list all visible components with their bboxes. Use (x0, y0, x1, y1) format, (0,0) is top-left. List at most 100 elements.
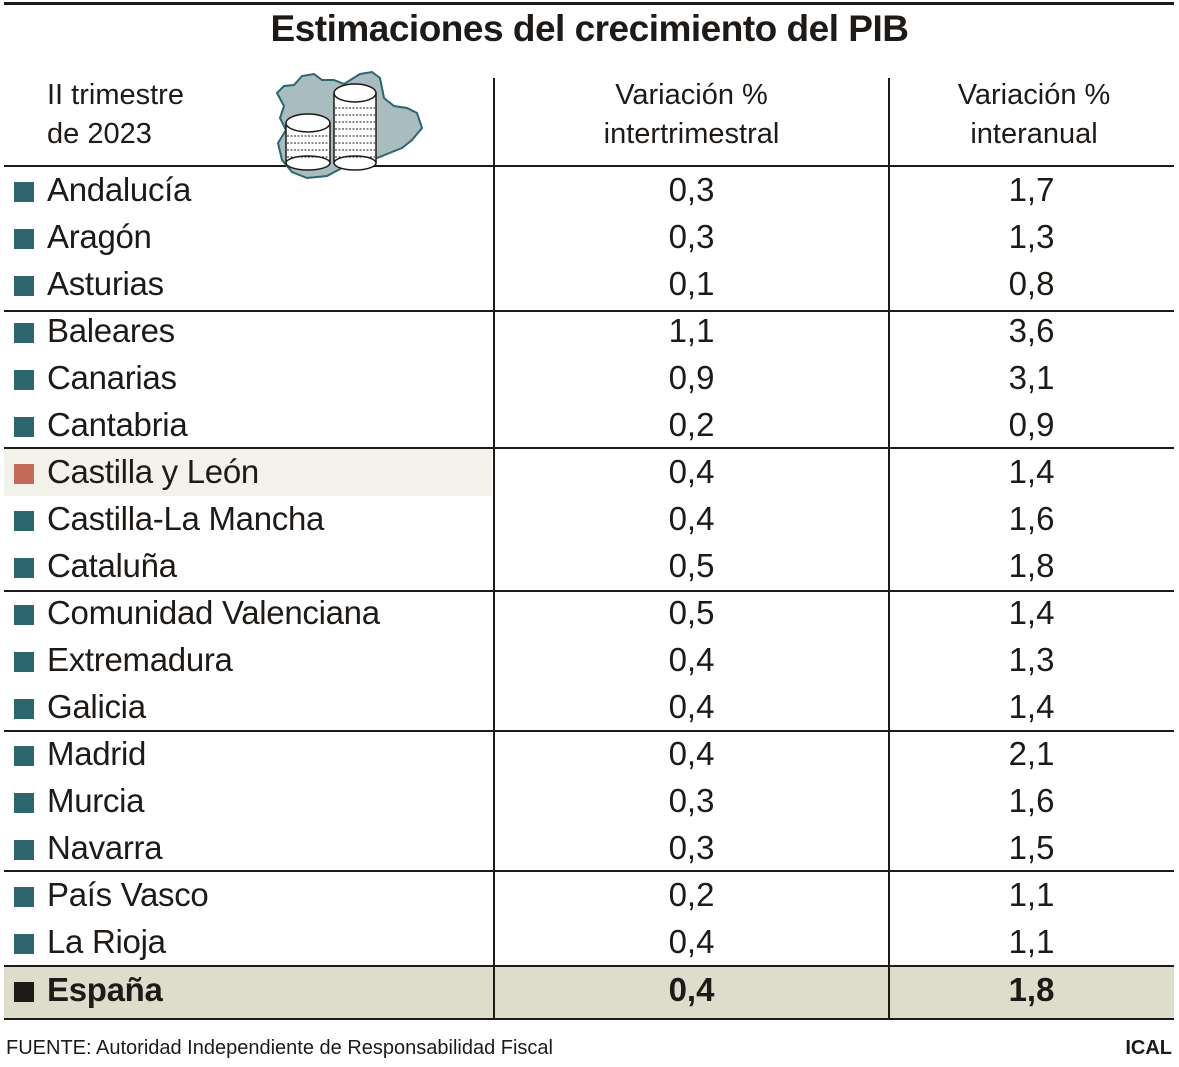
header-period-line1: II trimestre (47, 79, 184, 111)
region-marker (14, 417, 34, 437)
intertrimestral-value: 0,4 (668, 971, 715, 1008)
intertrimestral-value: 0,3 (668, 218, 715, 255)
header-interanual: Variación % interanual (889, 76, 1179, 154)
table-row: País Vasco 0,2 1,1 (4, 872, 1174, 919)
intertrimestral-value: 0,4 (668, 923, 715, 960)
row-divider (4, 165, 1174, 167)
row-divider (4, 310, 1174, 312)
interanual-value: 1,4 (1008, 594, 1055, 631)
row-divider (4, 1018, 1174, 1020)
region-name: La Rioja (47, 923, 166, 960)
region-name: Aragón (47, 218, 152, 255)
region-name: España (47, 971, 163, 1008)
header-col2-line1: Variación % (957, 79, 1111, 111)
region-marker (14, 652, 34, 672)
region-name: Galicia (47, 688, 146, 725)
intertrimestral-value: 0,4 (668, 735, 715, 772)
region-name: Cataluña (47, 547, 177, 584)
interanual-value: 1,4 (1008, 688, 1055, 725)
interanual-value: 1,1 (1008, 876, 1055, 913)
region-name: Baleares (47, 312, 175, 349)
interanual-value: 0,8 (1008, 265, 1055, 302)
table-row: Asturias 0,1 0,8 (4, 261, 1174, 308)
table-row: Navarra 0,3 1,5 (4, 825, 1174, 872)
interanual-value: 1,8 (1008, 547, 1055, 584)
region-marker (14, 276, 34, 296)
table-row: Andalucía 0,3 1,7 (4, 167, 1174, 214)
intertrimestral-value: 0,4 (668, 688, 715, 725)
table-row: Extremadura 0,4 1,3 (4, 637, 1174, 684)
table-row: Cataluña 0,5 1,8 (4, 543, 1174, 590)
header-col2-line2: interanual (970, 118, 1098, 150)
region-name: Madrid (47, 735, 147, 772)
interanual-value: 2,1 (1008, 735, 1055, 772)
total-row: España 0,4 1,8 (4, 967, 1174, 1018)
castilla-y-leon-map-with-coin-stacks-icon (275, 70, 424, 180)
column-divider (888, 78, 890, 1020)
region-marker (14, 558, 34, 578)
region-name: País Vasco (47, 876, 209, 913)
header-period: II trimestre de 2023 (47, 76, 184, 154)
intertrimestral-value: 0,4 (668, 641, 715, 678)
region-marker (14, 982, 34, 1002)
table-row: Galicia 0,4 1,4 (4, 684, 1174, 731)
intertrimestral-value: 0,9 (668, 359, 715, 396)
region-name: Extremadura (47, 641, 233, 678)
interanual-value: 0,9 (1008, 406, 1055, 443)
interanual-value: 1,3 (1008, 218, 1055, 255)
interanual-value: 1,4 (1008, 453, 1055, 490)
interanual-value: 1,1 (1008, 923, 1055, 960)
table-row: Murcia 0,3 1,6 (4, 778, 1174, 825)
region-name: Andalucía (47, 171, 192, 208)
intertrimestral-value: 0,5 (668, 547, 715, 584)
interanual-value: 1,6 (1008, 782, 1055, 819)
intertrimestral-value: 0,1 (668, 265, 715, 302)
region-name: Comunidad Valenciana (47, 594, 380, 631)
region-marker (14, 840, 34, 860)
interanual-value: 1,6 (1008, 500, 1055, 537)
interanual-value: 1,7 (1008, 171, 1055, 208)
row-divider (4, 590, 1174, 592)
region-marker (14, 370, 34, 390)
header-intertrimestral: Variación % intertrimestral (494, 76, 889, 154)
region-marker (14, 934, 34, 954)
row-divider (4, 870, 1174, 872)
intertrimestral-value: 0,3 (668, 782, 715, 819)
region-name: Castilla y León (47, 453, 259, 490)
region-marker (14, 793, 34, 813)
table-row: Baleares 1,1 3,6 (4, 308, 1174, 355)
top-rule (4, 2, 1174, 5)
highlight-background (4, 449, 492, 496)
intertrimestral-value: 0,4 (668, 500, 715, 537)
intertrimestral-value: 0,3 (668, 171, 715, 208)
interanual-value: 1,8 (1008, 971, 1055, 1008)
intertrimestral-value: 1,1 (668, 312, 715, 349)
credit: ICAL (1125, 1037, 1172, 1059)
region-marker (14, 229, 34, 249)
interanual-value: 1,5 (1008, 829, 1055, 866)
interanual-value: 3,1 (1008, 359, 1055, 396)
intertrimestral-value: 0,2 (668, 406, 715, 443)
region-marker (14, 605, 34, 625)
interanual-value: 3,6 (1008, 312, 1055, 349)
region-marker (14, 699, 34, 719)
table-row: Comunidad Valenciana 0,5 1,4 (4, 590, 1174, 637)
region-marker (14, 182, 34, 202)
table-row: Cantabria 0,2 0,9 (4, 402, 1174, 449)
region-name: Castilla-La Mancha (47, 500, 325, 537)
row-divider (4, 965, 1174, 967)
region-name: Murcia (47, 782, 145, 819)
row-divider (4, 730, 1174, 732)
table-row: Aragón 0,3 1,3 (4, 214, 1174, 261)
region-marker (14, 323, 34, 343)
intertrimestral-value: 0,2 (668, 876, 715, 913)
chart-title: Estimaciones del crecimiento del PIB (270, 8, 909, 49)
table-row: Canarias 0,9 3,1 (4, 355, 1174, 402)
interanual-value: 1,3 (1008, 641, 1055, 678)
region-marker (14, 464, 34, 484)
region-marker (14, 511, 34, 531)
region-marker (14, 887, 34, 907)
intertrimestral-value: 0,5 (668, 594, 715, 631)
row-divider (4, 447, 1174, 449)
region-marker (14, 746, 34, 766)
